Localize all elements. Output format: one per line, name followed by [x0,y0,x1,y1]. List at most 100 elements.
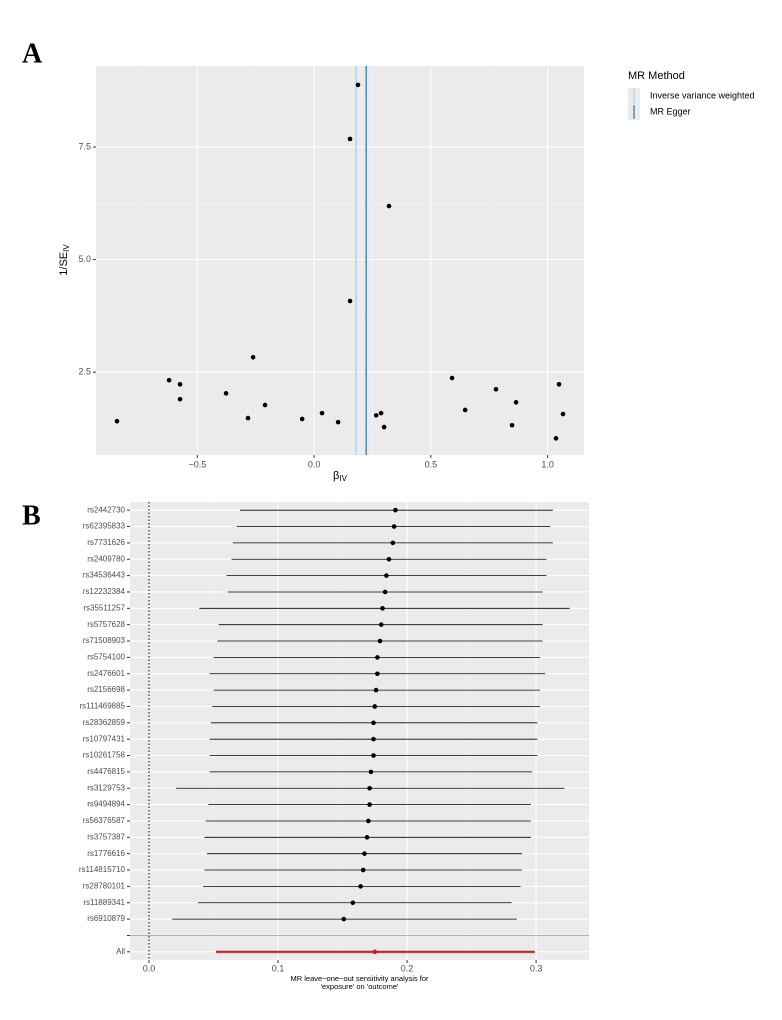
estimate-point [377,638,383,644]
data-point [381,424,387,430]
estimate-point [341,916,347,922]
y-tick-label: rs5757628 [87,620,125,629]
y-tick-label: rs28780101 [83,882,126,891]
y-tick-label: rs10797431 [83,734,126,743]
estimate-point [372,949,378,955]
y-tick-label: rs71508903 [83,636,126,645]
data-point [177,382,183,387]
y-axis-title-sub: IV [62,244,71,252]
x-tick-label: −0.5 [188,459,206,469]
estimate-point [350,900,356,906]
data-point [262,402,268,408]
estimate-point [393,507,398,513]
data-point [386,203,392,209]
data-point [319,410,325,416]
estimate-point [386,556,392,562]
estimate-point [375,671,380,677]
x-axis-title: 'exposure' on 'outcome' [321,982,399,991]
x-axis-title: MR leave−one−out sensitivity analysis fo… [291,974,429,983]
estimate-point [368,769,374,775]
estimate-point [373,687,379,693]
estimate-point [371,753,376,758]
y-tick-label: rs34536443 [83,571,126,580]
y-tick-label: rs2476601 [87,669,125,678]
y-tick-label: 5.0 [78,254,91,264]
x-axis-title-main: β [333,470,339,482]
y-tick-label: rs2156698 [87,685,125,694]
legend-label: MR Egger [650,106,691,116]
y-tick-label: rs111469885 [79,702,125,711]
estimate-point [367,785,372,791]
estimate-point [378,622,384,627]
y-tick-label: rs2409780 [87,554,125,563]
y-tick-label: All [116,947,125,956]
y-tick-label: rs11889341 [83,898,125,907]
x-tick-label: 1.0 [541,459,554,469]
data-point [299,416,305,422]
data-point [493,386,499,392]
x-axis-title: βIV [333,470,348,483]
y-tick-label: rs35511257 [83,603,125,612]
data-point [513,400,519,405]
estimate-point [364,835,370,840]
y-tick-label: rs3757387 [87,832,125,841]
data-point [355,82,361,88]
data-point [114,418,120,424]
estimate-point [390,540,396,546]
data-point [245,415,251,421]
y-tick-label: rs3129753 [87,783,125,792]
x-tick-label: 0.3 [530,963,543,973]
estimate-point [372,704,378,709]
data-point [250,354,256,360]
plot-background [130,502,589,960]
legend-label: Inverse variance weighted [650,90,755,100]
y-tick-label: rs9494894 [87,800,125,809]
y-tick-label: rs12232384 [83,587,126,596]
data-point [373,413,379,418]
estimate-point [384,573,389,578]
data-point [556,382,562,387]
data-point [553,436,559,441]
data-point [335,419,341,425]
x-axis-title-sub: IV [339,474,347,483]
y-tick-label: rs5754100 [87,653,125,662]
data-point [347,298,353,304]
y-tick-label: rs7731626 [87,538,125,547]
x-tick-label: 0.2 [401,963,414,973]
panel-label: A [22,38,43,69]
data-point [509,422,515,428]
y-tick-label: rs1776616 [87,849,125,858]
estimate-point [371,736,376,742]
data-point [462,407,468,413]
y-tick-label: rs62395833 [83,522,126,531]
y-axis-title: 1/SEIV [58,244,71,276]
y-tick-label: rs4476815 [87,767,125,776]
estimate-point [358,884,363,889]
legend-title: MR Method [628,70,685,82]
y-tick-label: 2.5 [78,367,91,377]
estimate-point [380,606,385,611]
estimate-point [371,720,376,726]
data-point [449,375,455,381]
x-tick-label: 0.0 [308,459,321,469]
data-point [378,410,384,416]
data-point [177,396,183,402]
x-tick-label: 0.1 [272,963,285,973]
estimate-point [366,818,371,824]
estimate-point [367,802,372,807]
y-tick-label: rs10261758 [83,751,126,760]
y-tick-label: 7.5 [78,141,91,151]
y-tick-label: rs6910879 [87,914,125,923]
estimate-point [362,851,367,856]
y-axis-title-main: 1/SE [58,252,70,276]
estimate-point [360,867,366,873]
data-point [560,411,566,417]
estimate-point [382,589,388,595]
y-tick-label: rs2442730 [87,505,125,514]
y-tick-label: rs28362859 [83,718,126,727]
estimate-point [375,655,380,660]
x-tick-label: 0.5 [425,459,438,469]
estimate-point [391,524,397,529]
